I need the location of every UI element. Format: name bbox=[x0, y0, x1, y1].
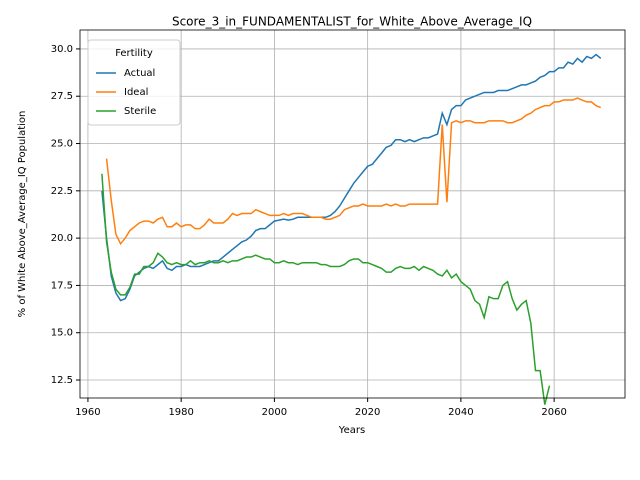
x-tick-label: 1980 bbox=[168, 407, 193, 418]
y-tick-label: 12.5 bbox=[51, 375, 73, 386]
x-tick-label: 2040 bbox=[448, 407, 473, 418]
x-axis-label: Years bbox=[338, 425, 365, 436]
plot-frame bbox=[79, 29, 626, 399]
y-tick-label: 30.0 bbox=[51, 44, 73, 55]
x-tick-label: 2020 bbox=[355, 407, 380, 418]
y-tick-label: 17.5 bbox=[51, 280, 73, 291]
y-tick-label: 20.0 bbox=[51, 233, 73, 244]
y-tick-label: 15.0 bbox=[51, 328, 73, 339]
legend-label: Sterile bbox=[124, 106, 156, 117]
x-tick-label: 2000 bbox=[262, 407, 287, 418]
legend-title: Fertility bbox=[115, 48, 153, 59]
legend-label: Ideal bbox=[124, 87, 148, 98]
legend-label: Actual bbox=[124, 68, 155, 79]
x-tick-label: 2060 bbox=[541, 407, 566, 418]
x-tick-label: 1960 bbox=[75, 407, 100, 418]
legend-box bbox=[87, 39, 181, 126]
chart-title: Score_3_in_FUNDAMENTALIST_for_White_Abov… bbox=[172, 15, 532, 29]
line-series bbox=[105, 97, 602, 246]
y-tick-label: 27.5 bbox=[51, 91, 73, 102]
y-axis-label: % of White Above_Average_IQ Population bbox=[17, 111, 28, 318]
line-series bbox=[101, 173, 551, 405]
y-tick-label: 22.5 bbox=[51, 186, 73, 197]
y-tick-label: 25.0 bbox=[51, 139, 73, 150]
